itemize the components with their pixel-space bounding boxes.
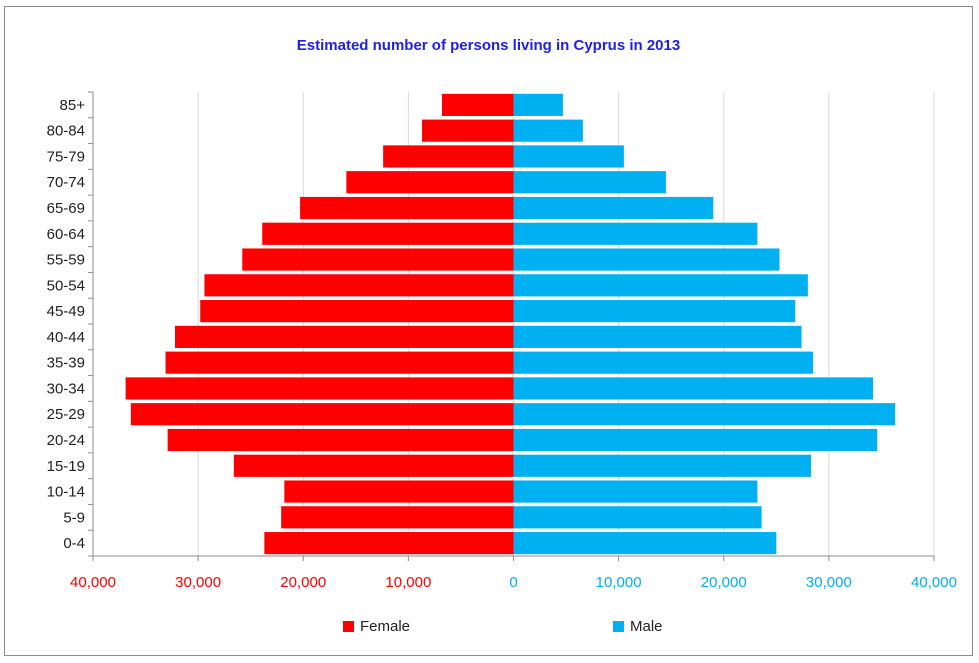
bar-male-70-74 xyxy=(513,171,666,194)
y-tick-label: 50-54 xyxy=(47,277,85,294)
y-tick-label: 55-59 xyxy=(47,252,85,269)
bar-female-0-4 xyxy=(264,532,514,555)
bar-female-45-49 xyxy=(200,300,514,323)
bar-female-30-34 xyxy=(125,377,514,400)
x-tick-label: 40,000 xyxy=(70,574,116,591)
bar-male-25-29 xyxy=(513,403,896,426)
x-tick-label: 40,000 xyxy=(911,574,957,591)
x-tick-label: 0 xyxy=(509,574,517,591)
bar-male-35-39 xyxy=(513,351,814,374)
legend-female: Female xyxy=(343,618,410,635)
y-tick-label: 65-69 xyxy=(47,200,85,217)
bar-male-60-64 xyxy=(513,222,758,245)
bar-male-10-14 xyxy=(513,480,758,503)
bar-male-45-49 xyxy=(513,300,796,323)
bar-female-25-29 xyxy=(130,403,514,426)
bar-female-15-19 xyxy=(233,454,514,477)
y-tick-label: 20-24 xyxy=(47,432,85,449)
bar-male-75-79 xyxy=(513,145,624,168)
bar-male-5-9 xyxy=(513,506,762,529)
y-tick-label: 60-64 xyxy=(47,226,85,243)
x-tick-label: 10,000 xyxy=(385,574,431,591)
x-tick-label: 20,000 xyxy=(701,574,747,591)
y-tick-label: 5-9 xyxy=(63,509,85,526)
y-tick-label: 35-39 xyxy=(47,355,85,372)
legend-male: Male xyxy=(613,618,663,635)
y-tick-label: 10-14 xyxy=(47,484,85,501)
bar-male-20-24 xyxy=(513,428,878,452)
bar-male-0-4 xyxy=(513,532,777,555)
x-tick-label: 20,000 xyxy=(280,574,326,591)
bar-male-85+ xyxy=(513,93,563,116)
legend-female-label: Female xyxy=(360,618,411,635)
bar-female-20-24 xyxy=(167,428,514,452)
bar-female-60-64 xyxy=(262,222,514,245)
y-tick-label: 80-84 xyxy=(47,123,85,140)
y-tick-label: 30-34 xyxy=(47,380,85,397)
bar-female-75-79 xyxy=(383,145,514,168)
x-tick-label: 30,000 xyxy=(806,574,852,591)
bar-female-50-54 xyxy=(204,274,514,297)
legend-male-label: Male xyxy=(630,618,663,635)
legend-male-swatch xyxy=(613,621,624,632)
y-tick-label: 45-49 xyxy=(47,303,85,320)
x-tick-label: 10,000 xyxy=(596,574,642,591)
legend-female-swatch xyxy=(343,621,354,632)
bar-male-55-59 xyxy=(513,248,780,271)
bar-female-85+ xyxy=(442,93,514,116)
bar-male-40-44 xyxy=(513,325,802,348)
bar-female-35-39 xyxy=(165,351,514,374)
bar-male-80-84 xyxy=(513,119,583,142)
y-tick-label: 15-19 xyxy=(47,458,85,475)
bar-male-65-69 xyxy=(513,196,714,220)
bar-female-55-59 xyxy=(242,248,514,271)
y-tick-label: 40-44 xyxy=(47,329,85,346)
bar-male-50-54 xyxy=(513,274,808,297)
y-tick-label: 25-29 xyxy=(47,406,85,423)
chart-title: Estimated number of persons living in Cy… xyxy=(296,37,681,54)
bar-male-15-19 xyxy=(513,454,812,477)
bar-female-80-84 xyxy=(422,119,514,142)
bar-male-30-34 xyxy=(513,377,874,400)
bar-female-65-69 xyxy=(300,196,514,220)
bar-female-10-14 xyxy=(284,480,514,503)
y-tick-label: 0-4 xyxy=(63,535,85,552)
x-tick-label: 30,000 xyxy=(175,574,221,591)
bar-female-40-44 xyxy=(174,325,514,348)
bar-female-5-9 xyxy=(281,506,514,529)
y-tick-label: 85+ xyxy=(60,97,86,114)
bar-female-70-74 xyxy=(346,171,514,194)
y-tick-label: 75-79 xyxy=(47,148,85,165)
y-tick-label: 70-74 xyxy=(47,174,85,191)
